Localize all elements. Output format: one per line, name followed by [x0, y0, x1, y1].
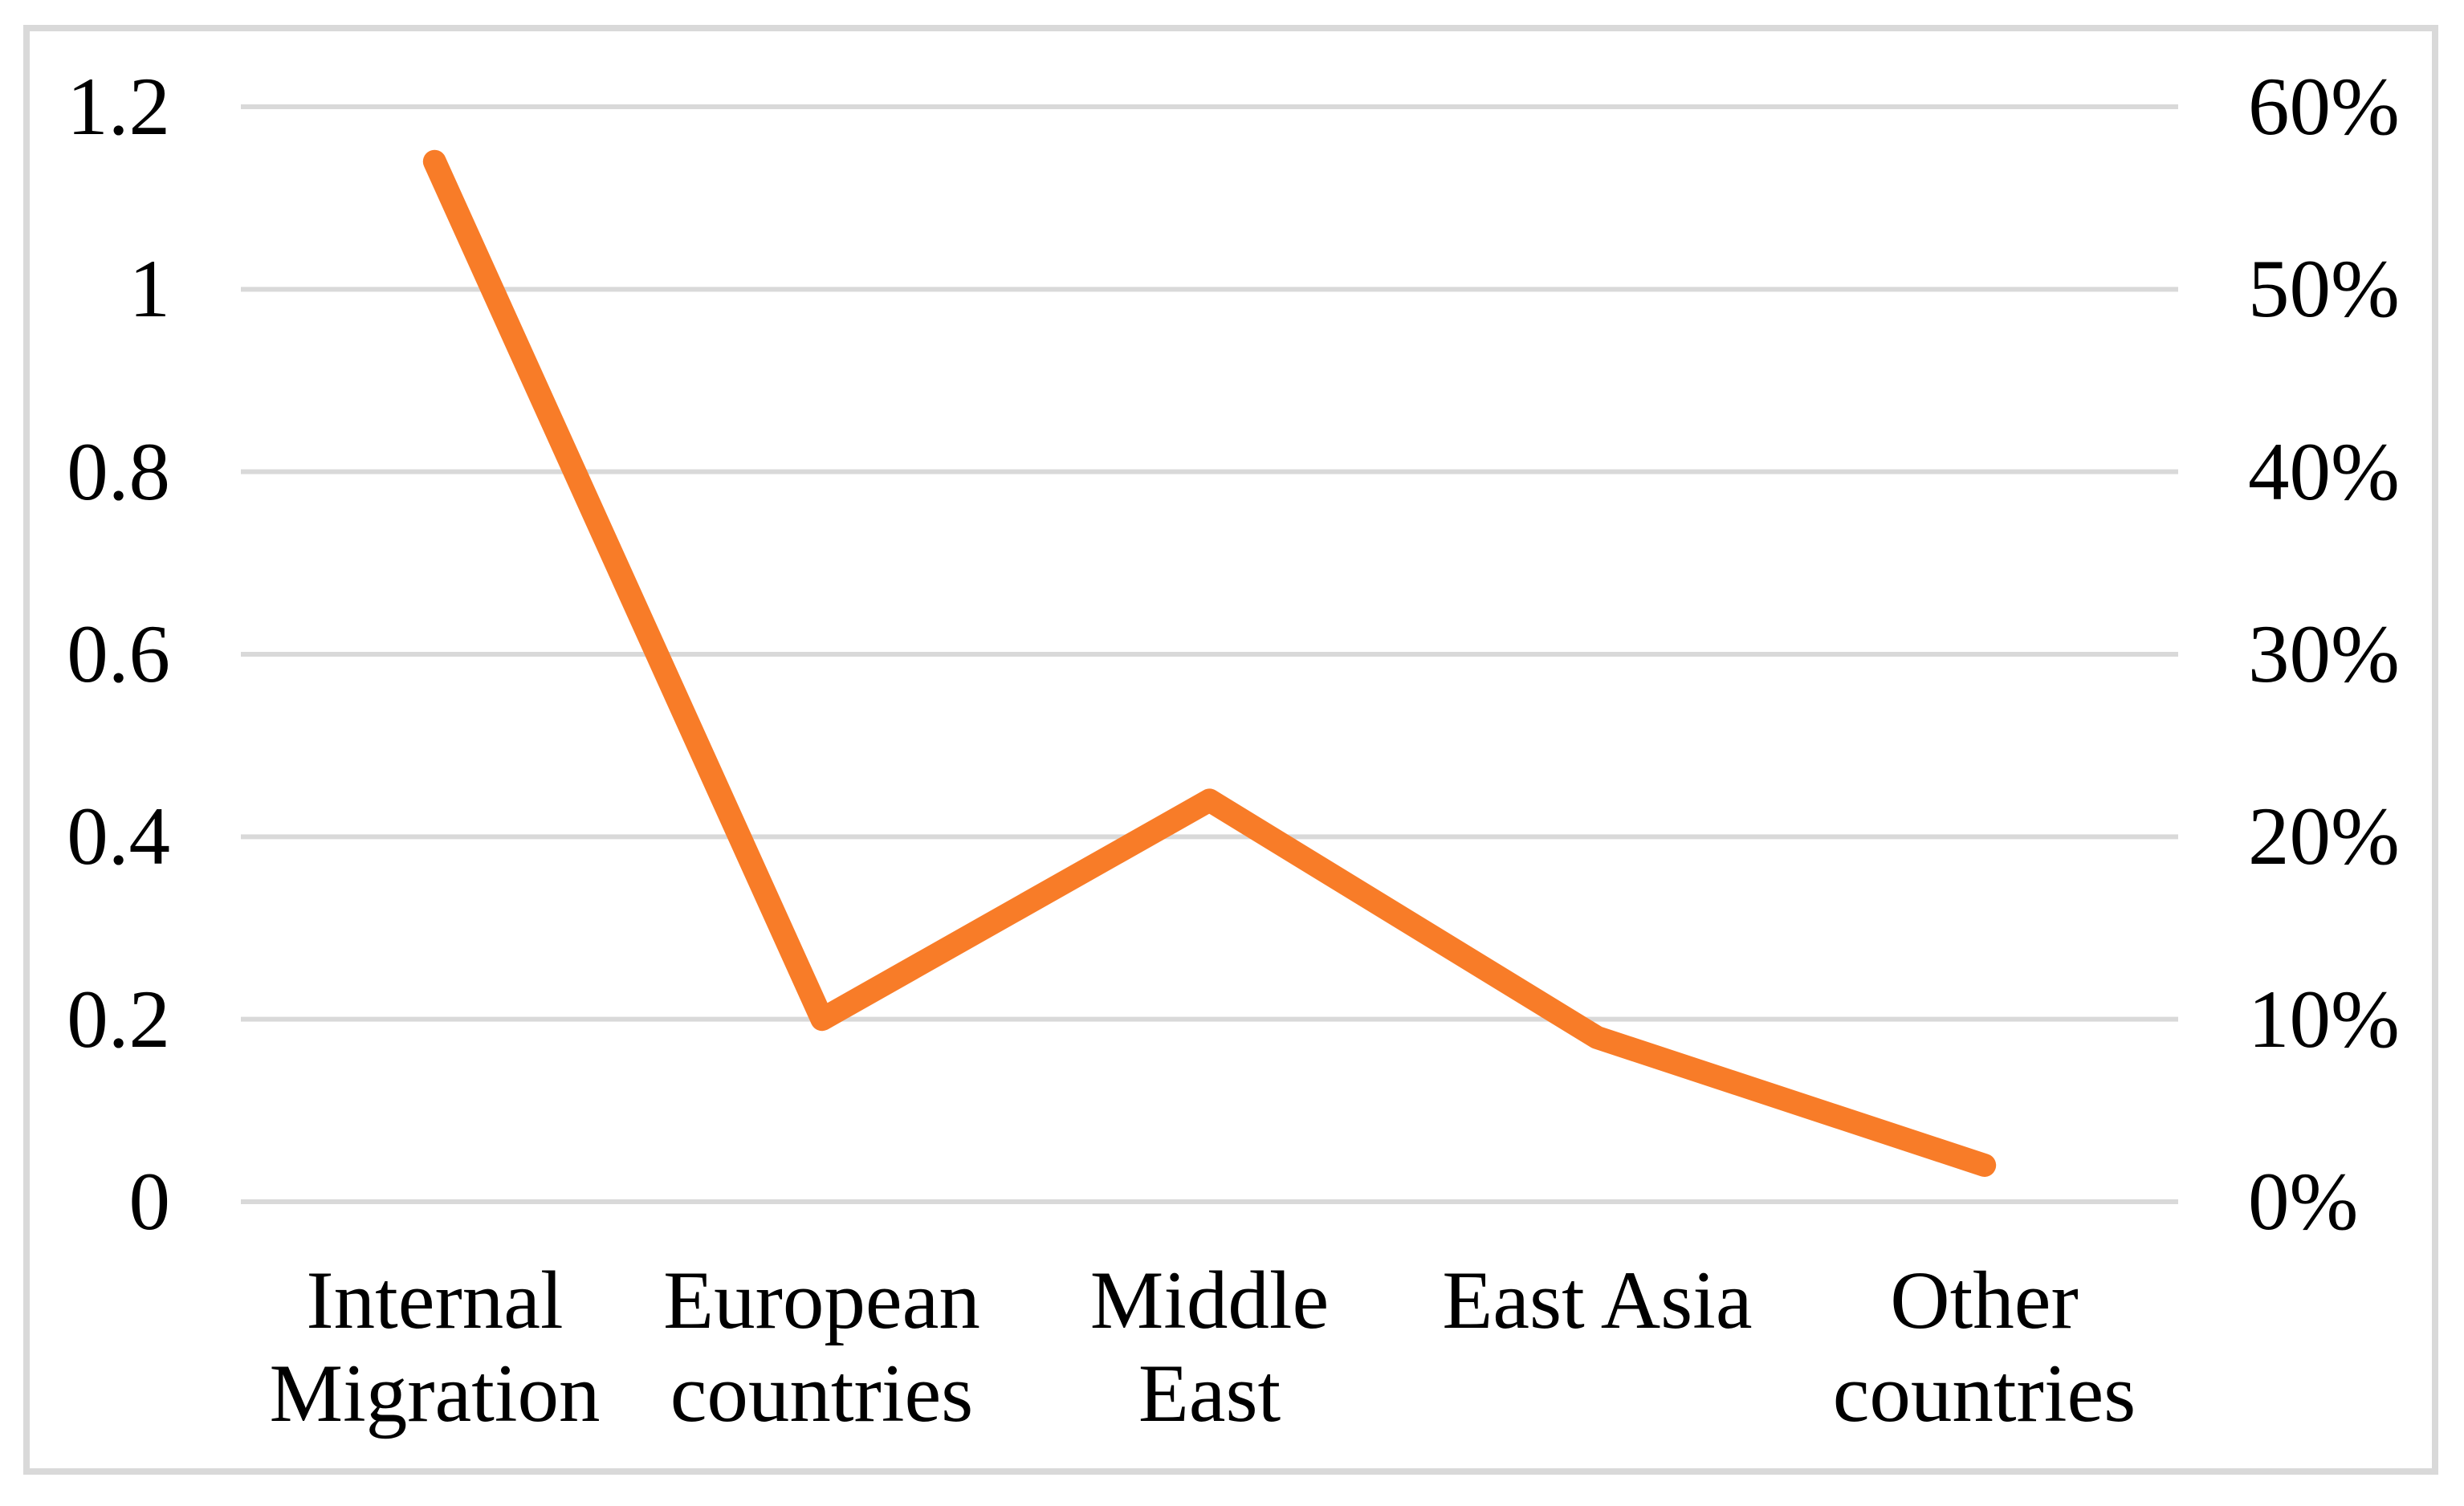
left-axis-tick: 1.2 [67, 61, 170, 153]
right-axis-tick: 40% [2248, 426, 2400, 518]
data-series-line [422, 149, 1997, 1177]
right-axis-tick: 10% [2248, 974, 2400, 1065]
right-axis-tick: 60% [2248, 61, 2400, 153]
left-axis-tick: 0.8 [67, 426, 170, 518]
chart-border-frame [23, 25, 2438, 1475]
x-axis-category-label: Internal Migration [269, 1255, 601, 1439]
x-axis-category-label: Other countries [1832, 1255, 2136, 1439]
left-axis-tick: 1 [128, 243, 171, 335]
x-axis-category-label: East Asia [1442, 1255, 1753, 1346]
left-axis-tick: 0.4 [67, 791, 170, 882]
left-axis-tick: 0.2 [67, 974, 170, 1065]
x-axis-category-label: European countries [663, 1255, 980, 1439]
left-axis-tick: 0 [128, 1156, 171, 1248]
right-axis-tick: 20% [2248, 791, 2400, 882]
x-axis-category-label: Middle East [1089, 1255, 1330, 1439]
right-axis-tick: 0% [2248, 1156, 2359, 1248]
left-axis-tick: 0.6 [67, 609, 170, 700]
right-axis-tick: 30% [2248, 609, 2400, 700]
right-axis-tick: 50% [2248, 243, 2400, 335]
